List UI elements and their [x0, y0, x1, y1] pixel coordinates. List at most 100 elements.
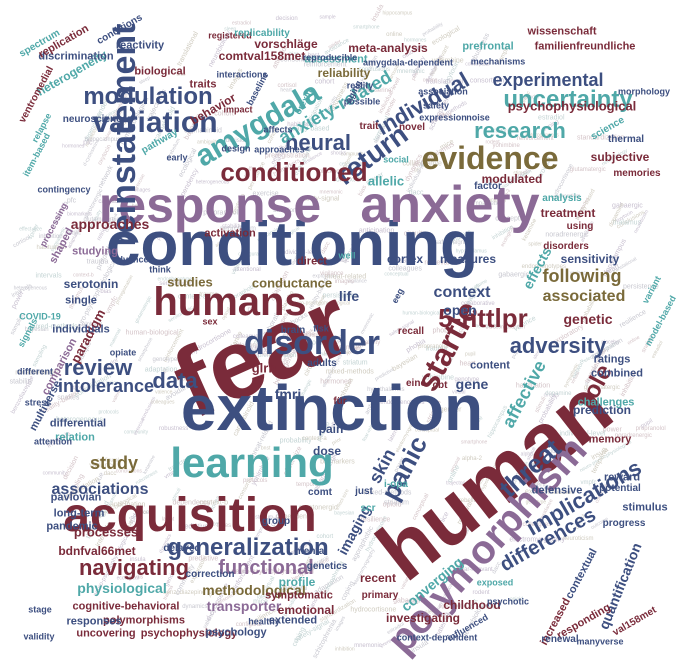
word: reliability	[317, 66, 371, 80]
word: following	[542, 266, 622, 286]
background-word: translational	[175, 30, 200, 68]
word: design	[221, 143, 251, 154]
word: pavlovian	[50, 491, 102, 504]
word: individuals	[52, 323, 110, 336]
background-word: heterogeneous	[13, 285, 47, 292]
background-word: sleep	[425, 609, 438, 616]
background-word: preregistration	[264, 152, 310, 160]
background-word: cortisol	[277, 82, 297, 89]
background-word: context-b	[73, 272, 94, 279]
word: intolerance	[57, 376, 155, 396]
background-word: mixed-methods	[325, 368, 374, 376]
word: activation	[204, 227, 256, 240]
background-word: alpha-2	[81, 322, 103, 329]
word: prefrontal	[462, 40, 514, 53]
background-word: thalamus	[612, 219, 642, 227]
background-word: threat-related	[324, 273, 367, 281]
background-word: trauma	[425, 345, 448, 353]
background-word: sample	[319, 14, 336, 21]
background-word: genotype	[515, 461, 536, 468]
word: cbt	[432, 380, 448, 391]
word: sex	[202, 316, 218, 327]
background-word: smartphone	[460, 439, 488, 446]
background-word: intervals	[124, 574, 144, 581]
word: context	[433, 284, 491, 301]
background-word: pupil	[464, 351, 476, 358]
word: group	[261, 516, 291, 527]
background-word: mnemonic	[354, 642, 382, 649]
background-word: mice	[253, 598, 268, 606]
word: impact	[223, 104, 253, 115]
background-word: ambiguity	[197, 139, 219, 146]
background-word: neuro-psychophysiological	[291, 300, 351, 307]
word: potential	[599, 483, 641, 494]
background-word: latent	[528, 481, 546, 489]
word: social	[383, 154, 409, 165]
word: comt	[308, 487, 332, 498]
background-word: resilience	[360, 516, 391, 524]
background-word: heart	[280, 87, 292, 94]
word: stimulus	[622, 501, 668, 514]
background-word: sleep	[224, 26, 237, 33]
word: modulation	[83, 83, 213, 110]
word: recall	[397, 326, 425, 337]
background-word: phobia	[432, 327, 454, 335]
background-word: striatum	[342, 359, 368, 367]
background-word: serotonergic	[298, 504, 338, 512]
word: wissenschaft	[527, 25, 597, 38]
background-word: heterogeneous	[195, 179, 230, 186]
background-word: configural	[238, 251, 260, 258]
background-word: endophenotypes	[157, 276, 195, 283]
word: bdnfval66met	[58, 544, 136, 558]
background-word: collaborative	[461, 300, 495, 307]
word: reality	[346, 80, 374, 91]
word: cortex	[386, 252, 424, 266]
background-word: variance	[569, 270, 589, 277]
word: possible	[343, 96, 381, 107]
background-word: rodent	[485, 139, 500, 146]
background-word: colleagues	[522, 522, 552, 529]
background-word: noradrenergic	[545, 231, 589, 239]
word: well	[338, 250, 356, 261]
background-word: cerebellum	[339, 161, 364, 168]
background-word: reality-based	[289, 125, 330, 133]
background-word: propranolol	[635, 425, 666, 432]
background-word: sampling	[31, 344, 49, 369]
background-word: sympathetic	[467, 201, 500, 208]
background-word: striatum	[255, 514, 274, 521]
word: humans	[153, 280, 307, 324]
background-word: neuroticism	[475, 323, 501, 330]
word: association	[418, 86, 468, 97]
background-word: faces	[208, 521, 221, 528]
word: replicability	[234, 28, 290, 39]
background-word: probability	[279, 437, 312, 445]
background-word: configural	[281, 585, 308, 592]
background-word: cerebellum	[452, 498, 482, 505]
word: approaches–	[254, 144, 310, 155]
word: correction	[185, 569, 235, 580]
word: thermal	[607, 134, 645, 145]
word: pain	[318, 422, 344, 436]
word: COVID-19	[19, 311, 61, 322]
background-word: ecological	[116, 575, 139, 582]
background-word: electromyography	[282, 332, 323, 339]
word: validity	[23, 631, 55, 642]
word: conductance	[251, 275, 333, 291]
background-word: consolidation	[280, 56, 322, 64]
background-word: rodent	[472, 590, 490, 597]
background-word: individual-level	[559, 430, 606, 438]
word: affects	[263, 124, 293, 135]
word: dose	[312, 444, 342, 458]
background-word: dacc	[408, 189, 424, 197]
background-word: community	[42, 470, 67, 477]
word: serotonin	[63, 277, 119, 291]
background-word: exercise	[252, 190, 279, 198]
background-word: d-cycloserine	[355, 87, 392, 94]
word: subjective	[590, 150, 650, 164]
word: treatment	[540, 206, 596, 220]
word: polymorphisms	[103, 614, 185, 627]
word: experimental	[492, 70, 604, 90]
background-word: anticipation	[358, 227, 395, 235]
background-word: glutamatergic	[569, 167, 606, 174]
background-word: yohimbine	[492, 142, 520, 149]
